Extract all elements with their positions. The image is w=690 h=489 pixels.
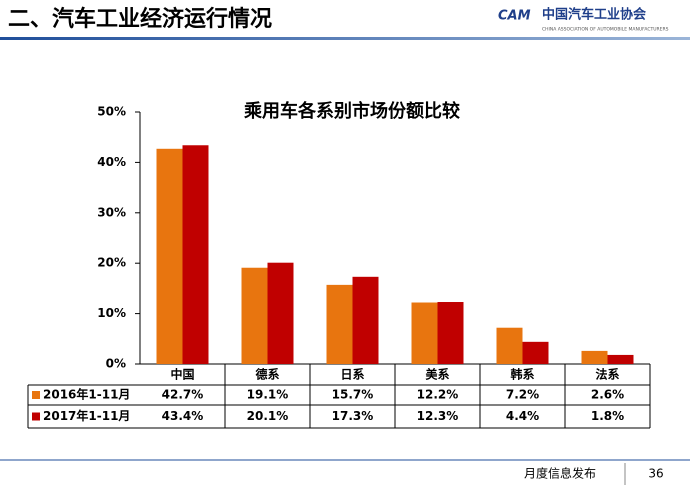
bar — [156, 148, 183, 364]
table-value: 19.1% — [247, 388, 289, 402]
legend-swatch — [32, 412, 40, 421]
bar — [522, 341, 549, 364]
y-tick-label: 40% — [97, 155, 126, 169]
table-value: 12.2% — [417, 388, 459, 402]
y-tick-label: 50% — [97, 105, 126, 119]
x-tick-label: 美系 — [425, 367, 449, 382]
legend-swatch — [32, 391, 40, 399]
legend-label: 2017年1-11月 — [43, 408, 130, 423]
table-value: 20.1% — [247, 409, 289, 423]
bar — [496, 327, 523, 364]
bar — [411, 302, 438, 364]
bar — [437, 302, 464, 364]
x-tick-label: 德系 — [255, 367, 279, 382]
bar — [182, 145, 209, 364]
y-tick-label: 0% — [106, 357, 126, 371]
org-name: 中国汽车工业协会 — [542, 7, 647, 23]
x-tick-label: 日系 — [340, 367, 364, 382]
bar — [607, 354, 634, 364]
header-rule — [0, 37, 690, 40]
table-value: 12.3% — [417, 409, 459, 423]
bar — [352, 276, 379, 364]
table-value: 15.7% — [332, 388, 374, 402]
bar — [267, 262, 294, 364]
footer-text: 月度信息发布 — [524, 466, 596, 481]
x-tick-label: 韩系 — [510, 367, 534, 382]
legend-label: 2016年1-11月 — [43, 387, 130, 402]
table-value: 4.4% — [506, 409, 539, 423]
x-tick-label: 中国 — [170, 367, 194, 382]
x-tick-label: 法系 — [595, 367, 619, 382]
bar — [241, 267, 268, 364]
chart-title: 乘用车各系别市场份额比较 — [243, 100, 460, 122]
table-value: 1.8% — [591, 409, 624, 423]
y-tick-label: 30% — [97, 205, 126, 219]
slide-title: 二、汽车工业经济运行情况 — [8, 6, 272, 32]
y-tick-label: 10% — [97, 306, 126, 320]
bar — [326, 284, 353, 364]
table-value: 17.3% — [332, 409, 374, 423]
bar — [581, 350, 608, 364]
table-value: 2.6% — [591, 388, 624, 402]
table-value: 7.2% — [506, 388, 539, 402]
table-value: 43.4% — [162, 409, 204, 423]
y-tick-label: 20% — [97, 256, 126, 270]
org-name-en: CHINA ASSOCIATION OF AUTOMOBILE MANUFACT… — [542, 27, 669, 33]
logo-mark: CAM — [498, 9, 531, 24]
page-number: 36 — [648, 467, 663, 481]
table-value: 42.7% — [162, 388, 204, 402]
